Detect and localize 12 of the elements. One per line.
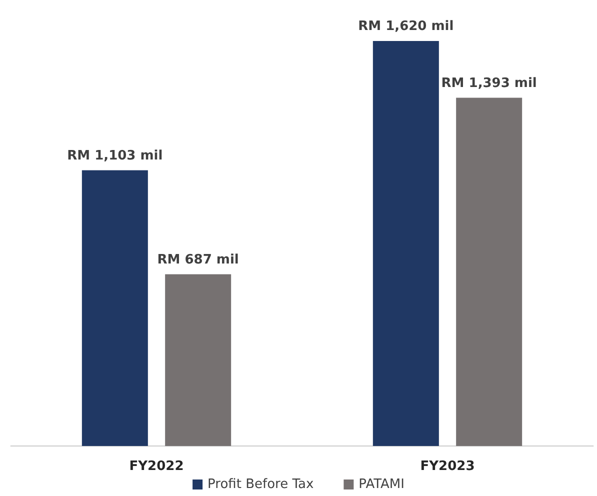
bar [456, 98, 522, 446]
bar [165, 274, 232, 446]
data-label: RM 1,103 mil [67, 148, 163, 164]
data-label: RM 1,620 mil [358, 19, 454, 34]
legend-label: PATAMI [358, 477, 404, 492]
x-tick-label: FY2023 [420, 459, 475, 474]
data-label: RM 687 mil [157, 252, 239, 268]
x-tick-label: FY2022 [129, 459, 184, 474]
legend-label: Profit Before Tax [208, 477, 314, 492]
bar [372, 41, 439, 446]
data-label: RM 1,393 mil [441, 76, 537, 91]
bar [82, 170, 148, 446]
